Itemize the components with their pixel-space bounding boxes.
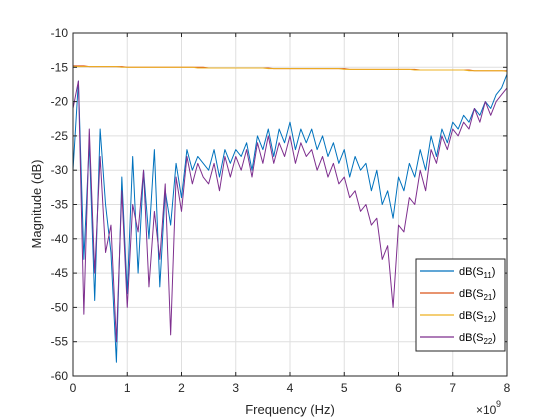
axes: [72, 32, 508, 377]
x-tick-label: 1: [124, 381, 131, 395]
y-tick-label: -20: [51, 95, 69, 109]
x-axis-label: Frequency (Hz): [245, 402, 335, 417]
series-line-dbs12: [73, 66, 508, 72]
y-tick-label: -40: [51, 232, 69, 246]
x-tick-label: 4: [287, 381, 294, 395]
x-tick-label: 0: [70, 381, 77, 395]
series-lines: [72, 65, 508, 363]
x-exponent-base: ×10: [476, 403, 497, 417]
x-tick-label: 8: [504, 381, 511, 395]
legend-label: dB(S22): [459, 332, 496, 346]
y-tick-label: -25: [51, 129, 69, 143]
series-line-dbs11: [72, 73, 508, 363]
y-tick-label: -35: [51, 198, 69, 212]
y-tick-label: -50: [51, 300, 69, 314]
legend: dB(S11) dB(S21) dB(S12) dB(S22): [415, 258, 506, 352]
x-exponent: ×10 9: [476, 399, 501, 417]
series-line-dbs22: [72, 80, 508, 343]
legend-label: dB(S12): [459, 310, 496, 324]
y-tick-label: -10: [51, 26, 69, 40]
y-axis-label: Magnitude (dB): [29, 160, 44, 249]
legend-label: dB(S21): [459, 288, 496, 302]
y-tick-label: -45: [51, 266, 69, 280]
axes-box: [72, 32, 508, 377]
x-tick-label: 7: [449, 381, 456, 395]
x-exponent-power: 9: [496, 399, 501, 409]
legend-box: [415, 258, 506, 352]
x-tick-label: 6: [395, 381, 402, 395]
y-tick-label: -60: [51, 369, 69, 383]
y-tick-labels: -10 -15 -20 -25 -30 -35 -40 -45 -50 -55 -60: [51, 26, 69, 383]
x-tick-labels: 0 1 2 3 4 5 6 7 8: [70, 381, 511, 395]
x-tick-label: 2: [178, 381, 185, 395]
x-tick-label: 3: [232, 381, 239, 395]
y-tick-label: -55: [51, 335, 69, 349]
x-tick-label: 5: [341, 381, 348, 395]
legend-label: dB(S11): [459, 266, 495, 280]
y-tick-label: -30: [51, 163, 69, 177]
y-tick-label: -15: [51, 60, 69, 74]
